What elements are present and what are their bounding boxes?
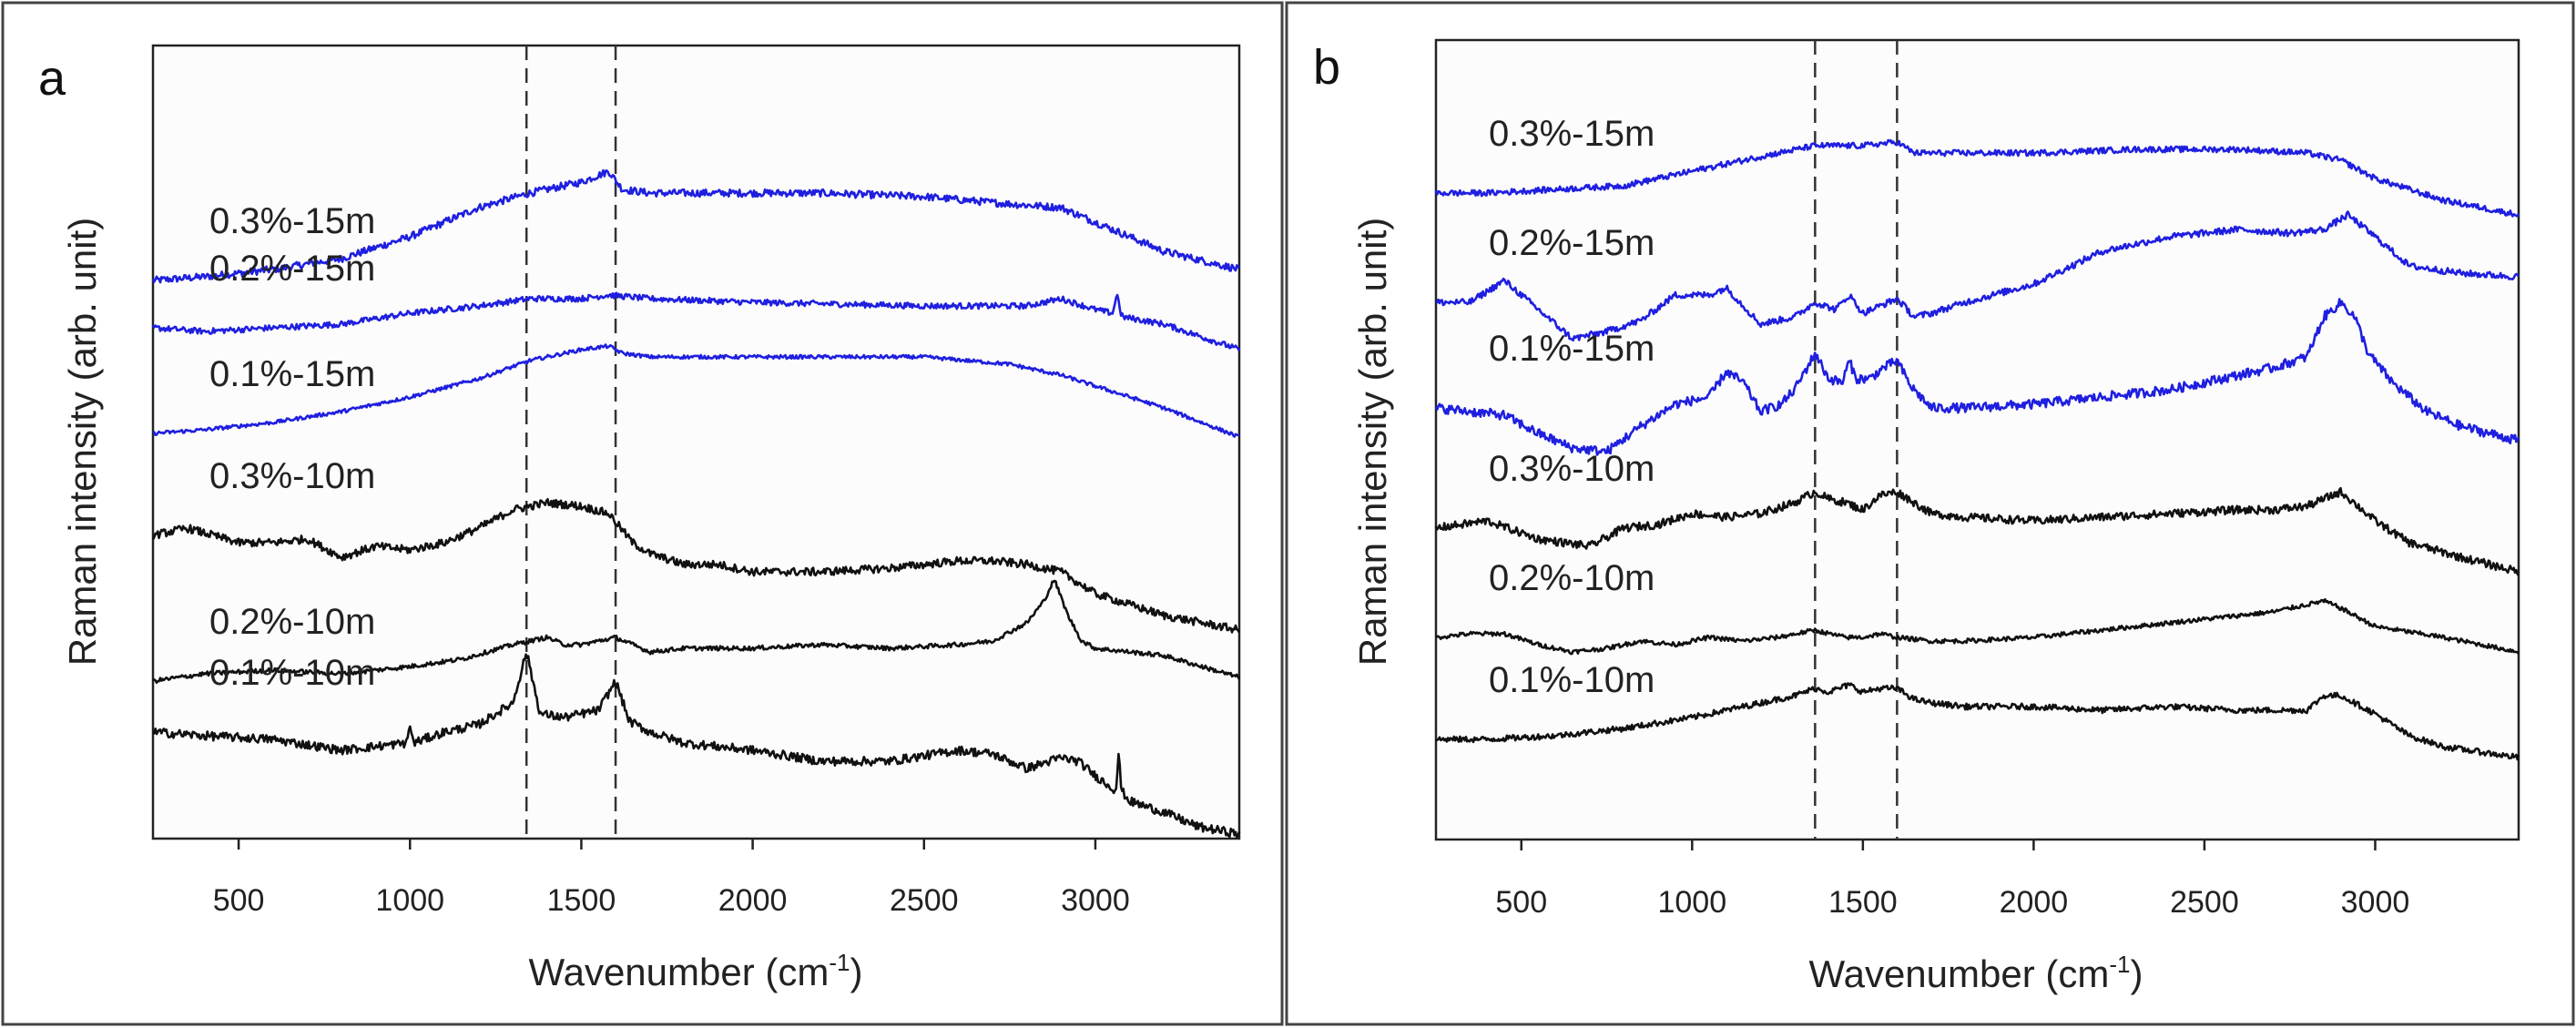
panel-a-plot-area (151, 44, 1241, 840)
panel-a-series-line-0.3%-15m (151, 168, 1240, 284)
panel-b-x-tick-label-1500: 1500 (1828, 885, 1898, 920)
panel-b-series-label-0.3%-10m: 0.3%-10m (1489, 449, 1655, 489)
panel-b-x-axis-label-main: Wavenumber (cm (1809, 952, 2110, 995)
panel-a-x-axis-label: Wavenumber (cm-1) (529, 949, 863, 993)
panel-a-series-labels: 0.3%-15m 0.2%-15m 0.1%-15m 0.3%-10m 0.2%-10m… (209, 201, 375, 693)
panel-a: a Raman intensity (arb. unit) Wavenumber… (38, 44, 1241, 993)
panel-b-series-line-0.1%-15m (1434, 298, 2520, 456)
panel-a-series-label-0.1%-15m: 0.1%-15m (209, 354, 375, 394)
panel-a-x-tick-label-3000: 3000 (1061, 883, 1130, 918)
panel-a-series-line-0.1%-10m (152, 653, 1241, 839)
panel-b-x-axis-label: Wavenumber (cm-1) (1809, 951, 2143, 995)
panel-b-x-tick-label-2000: 2000 (2000, 885, 2069, 920)
panel-b: b Raman intensity (arb. unit) Wavenumber… (1313, 38, 2520, 995)
panel-a-series-line-0.3%-10m (151, 498, 1241, 634)
panel-a-x-tick-label-2500: 2500 (890, 883, 959, 918)
panel-a-y-axis-label: Raman intensity (arb. unit) (61, 218, 104, 667)
panel-a-series-label-0.1%-10m: 0.1%-10m (209, 653, 375, 693)
panel-b-series-line-0.2%-15m (1435, 210, 2520, 342)
panel-a-x-tick-label-1500: 1500 (547, 883, 616, 918)
panel-b-x-axis-label-end: ) (2130, 952, 2143, 995)
panel-b-x-tick-label-2500: 2500 (2170, 885, 2239, 920)
panel-b-series-line-0.1%-10m (1435, 682, 2520, 761)
panel-a-label: a (38, 51, 66, 106)
panel-b-label: b (1313, 40, 1340, 95)
panel-b-series-label-0.2%-15m: 0.2%-15m (1489, 223, 1655, 263)
panel-b-x-ticks: 500 1000 1500 2000 2500 3000 (1495, 840, 2409, 920)
panel-b-series-line-0.2%-10m (1435, 597, 2520, 656)
panel-b-x-tick-label-500: 500 (1495, 885, 1547, 920)
panel-a-x-tick-label-2000: 2000 (718, 883, 788, 918)
panel-b-series-label-0.3%-15m: 0.3%-15m (1489, 114, 1655, 154)
panel-b-series-line-0.3%-15m (1434, 138, 2520, 218)
panel-a-x-axis-label-end: ) (850, 951, 862, 993)
panel-a-series-line-0.2%-10m (152, 579, 1241, 684)
panel-b-plot-area (1434, 38, 2520, 841)
panel-a-x-ticks: 500 1000 1500 2000 2500 3000 (213, 839, 1130, 918)
panel-b-series-label-0.1%-10m: 0.1%-10m (1489, 660, 1655, 700)
panel-a-series-line-0.2%-15m (151, 291, 1241, 352)
panel-a-series-label-0.2%-10m: 0.2%-10m (209, 602, 375, 642)
panel-b-series-label-0.1%-15m: 0.1%-15m (1489, 329, 1655, 369)
panel-b-series (1434, 138, 2520, 761)
panel-a-series-label-0.3%-10m: 0.3%-10m (209, 456, 375, 496)
panel-a-series-line-0.1%-15m (152, 343, 1240, 438)
panel-a-series (151, 168, 1241, 839)
panel-a-x-tick-label-1000: 1000 (375, 883, 444, 918)
panel-a-x-tick-label-500: 500 (213, 883, 265, 918)
panel-a-x-axis-label-main: Wavenumber (cm (529, 951, 830, 993)
panel-a-reference-lines (524, 46, 617, 839)
panel-b-series-label-0.2%-10m: 0.2%-10m (1489, 558, 1655, 598)
panel-b-series-line-0.3%-10m (1434, 486, 2520, 576)
panel-a-series-label-0.3%-15m: 0.3%-15m (209, 201, 375, 241)
panel-a-x-axis-label-sup: -1 (829, 949, 850, 976)
panel-b-x-tick-label-3000: 3000 (2341, 885, 2410, 920)
panel-a-series-label-0.2%-15m: 0.2%-15m (209, 249, 375, 289)
panel-b-x-axis-label-sup: -1 (2109, 951, 2130, 978)
panel-b-x-tick-label-1000: 1000 (1657, 885, 1726, 920)
panel-b-y-axis-label: Raman intensity (arb. unit) (1351, 218, 1394, 667)
panel-b-reference-lines (1814, 40, 1899, 840)
panel-b-series-labels: 0.3%-15m 0.2%-15m 0.1%-15m 0.3%-10m 0.2%-10m… (1489, 114, 1655, 700)
